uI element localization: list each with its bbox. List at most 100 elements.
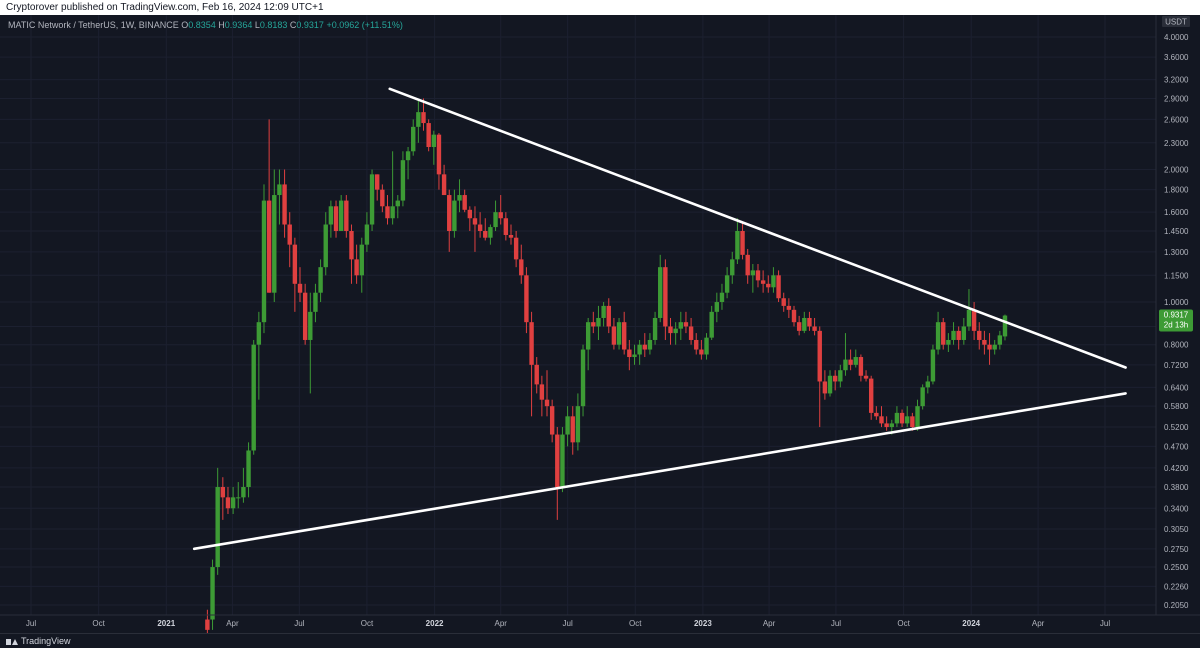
candle-body: [318, 267, 323, 293]
candle-body: [802, 317, 807, 331]
candle-body: [385, 206, 390, 219]
time-tick: Apr: [1032, 619, 1045, 628]
candle-body: [374, 174, 380, 190]
candle-body: [971, 309, 977, 331]
candle-body: [766, 283, 771, 288]
candle-body: [966, 309, 972, 327]
time-tick: Jul: [26, 619, 36, 628]
high-label: H: [218, 20, 225, 30]
candle-body: [956, 330, 961, 340]
time-tick: Oct: [629, 619, 642, 628]
candle-body: [287, 224, 292, 245]
candle-body: [431, 134, 437, 147]
candle-body: [426, 123, 431, 147]
candle-body: [308, 311, 313, 340]
candle-body: [328, 206, 334, 225]
candle-body: [879, 416, 884, 424]
candle-body: [930, 349, 936, 382]
candle-body: [220, 487, 226, 498]
candle-body: [843, 359, 848, 371]
price-tick: 2.0000: [1164, 166, 1189, 175]
price-tick: 2.3000: [1164, 139, 1189, 148]
candle-body: [977, 330, 982, 340]
candlestick-chart[interactable]: 4.0000 3.6000 3.2000 2.9000 2.6000 2.3000 2.00…: [0, 15, 1200, 633]
candle-body: [652, 317, 658, 340]
candle-body: [894, 412, 900, 424]
change-value: +0.0962 (+11.51%): [326, 20, 403, 30]
time-tick: Apr: [226, 619, 239, 628]
candle-body: [704, 337, 709, 355]
time-tick: Jul: [831, 619, 841, 628]
candle-body: [513, 237, 519, 260]
price-tick: 0.7200: [1164, 361, 1189, 370]
price-tick: 0.5800: [1164, 402, 1189, 411]
candle-body: [477, 224, 483, 231]
last-price-badge: [1159, 309, 1193, 332]
candle-body: [606, 305, 611, 327]
price-tick: 4.0000: [1164, 33, 1189, 42]
time-tick: 2021: [157, 619, 175, 628]
price-tick: 0.2050: [1164, 601, 1189, 610]
candle-body: [462, 195, 467, 210]
candle-body: [863, 375, 869, 379]
candle-body: [323, 224, 328, 268]
candle-body: [467, 209, 473, 219]
trendline[interactable]: [388, 87, 1127, 369]
candle-body: [791, 309, 797, 323]
candle-body: [920, 387, 925, 407]
trendline[interactable]: [192, 392, 1127, 551]
candle-body: [740, 230, 745, 255]
candle-body: [416, 112, 421, 127]
price-tick: 3.6000: [1164, 53, 1189, 62]
chart-area[interactable]: 4.0000 3.6000 3.2000 2.9000 2.6000 2.3000 2.00…: [0, 15, 1200, 633]
open-label: O: [181, 20, 189, 30]
candle-body: [642, 344, 647, 350]
price-axis[interactable]: 4.0000 3.6000 3.2000 2.9000 2.6000 2.3000 2.00…: [1155, 15, 1189, 615]
candle-body: [519, 259, 524, 276]
tradingview-logo-icon: [6, 638, 18, 646]
candle-body: [472, 218, 478, 225]
time-tick: Oct: [92, 619, 105, 628]
price-tick: 1.4500: [1164, 227, 1189, 236]
candle-body: [807, 317, 812, 327]
last-price-label: 0.9317: [1164, 311, 1189, 320]
time-tick: Apr: [763, 619, 776, 628]
price-tick: 0.4700: [1164, 442, 1189, 451]
candle-body: [452, 200, 457, 231]
candle-body: [776, 275, 781, 299]
candle-body: [905, 416, 910, 424]
close-label: C: [289, 20, 297, 30]
price-tick: 0.8000: [1164, 341, 1189, 350]
candle-body: [565, 416, 570, 435]
candle-body: [946, 339, 951, 345]
candle-body: [585, 322, 591, 350]
price-tick: 0.2260: [1164, 582, 1189, 591]
time-tick: 2023: [694, 619, 712, 628]
candle-body: [344, 200, 349, 231]
candle-body: [411, 126, 416, 152]
candle-body: [524, 275, 529, 323]
candle-body: [246, 450, 251, 488]
candle-body: [817, 330, 822, 382]
candle-body: [663, 267, 668, 327]
candle-body: [369, 174, 375, 225]
candle-body: [436, 134, 442, 175]
candle-body: [529, 322, 534, 365]
candle-body: [760, 280, 766, 284]
candle-body: [915, 406, 920, 428]
price-tick: 0.2500: [1164, 563, 1189, 572]
candle-body: [534, 364, 539, 385]
candle-body: [405, 151, 411, 161]
candle-body: [498, 212, 503, 219]
time-tick: Oct: [897, 619, 910, 628]
candle-body: [570, 416, 575, 443]
candle-body: [359, 244, 364, 276]
candle-body: [812, 326, 817, 331]
high-value: 0.9364: [224, 20, 253, 30]
candle-body: [210, 567, 215, 620]
candle-body: [230, 497, 236, 509]
candle-body: [400, 160, 406, 201]
candle-body: [441, 174, 447, 196]
candle-body: [380, 189, 385, 207]
time-axis[interactable]: Jul Oct 2021 Apr Jul Oct 2022 Apr Jul Oct 2023 Apr J…: [0, 614, 1200, 628]
